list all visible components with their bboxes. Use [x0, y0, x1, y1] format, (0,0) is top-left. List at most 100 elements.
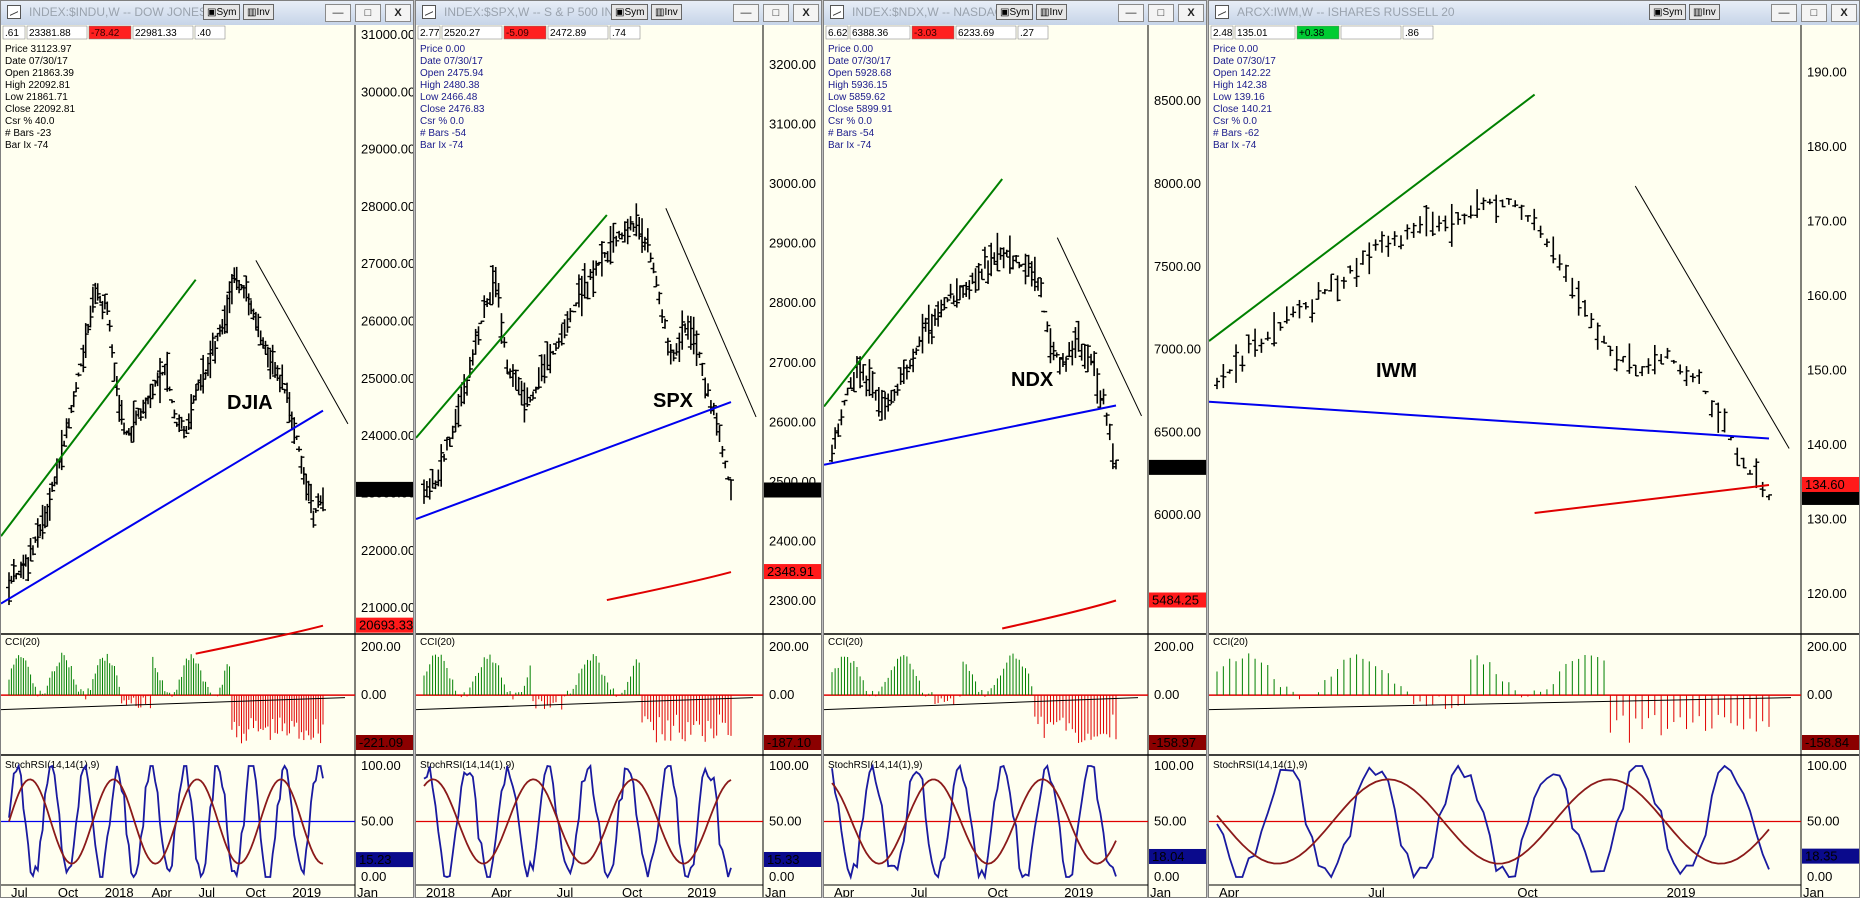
chart-svg-ndx: 6.62 6388.36 -3.03 6233.69 .27 Price 0.00Date…	[824, 25, 1206, 898]
stochrsi-d-line	[831, 778, 1117, 865]
price-bar	[25, 557, 32, 582]
price-bar	[1050, 341, 1057, 361]
price-bar	[262, 340, 269, 355]
restore-button[interactable]: □	[355, 4, 381, 22]
sym-button[interactable]: ▣Sym	[203, 4, 241, 20]
stoch-tick: 50.00	[1807, 814, 1840, 829]
price-bars	[829, 232, 1119, 470]
info-line: # Bars -62	[1213, 128, 1260, 139]
chart-window-spx[interactable]: INDEX:$SPX,W -- S & P 500 INDEX ▣Sym ▥Inv —…	[415, 0, 822, 898]
info-line: Date 07/30/17	[828, 56, 891, 67]
price-bar	[495, 283, 502, 308]
ma-price-tag: 134.60	[1805, 477, 1845, 492]
price-bar	[944, 297, 951, 303]
stochrsi-k-line	[8, 763, 324, 879]
price-bar	[1309, 299, 1316, 323]
x-tick-label: Jul	[198, 885, 215, 898]
info-line: Bar Ix -74	[420, 140, 464, 151]
price-bar	[1366, 242, 1373, 275]
price-bar	[1696, 369, 1703, 384]
info-line: Csr % 0.0	[828, 116, 872, 127]
price-bar	[1385, 235, 1392, 257]
stochrsi-title: StochRSI(14,14(1),9)	[828, 760, 923, 771]
price-bar	[1556, 254, 1563, 271]
info-line: Csr % 40.0	[5, 116, 55, 127]
sym-button[interactable]: ▣Sym	[611, 4, 649, 20]
minimize-button[interactable]: —	[733, 4, 759, 22]
inv-button[interactable]: ▥Inv	[651, 4, 682, 20]
price-bar	[441, 454, 448, 462]
chart-window-iwm[interactable]: ARCX:IWM,W -- ISHARES RUSSELL 20 ▣Sym ▥Inv…	[1208, 0, 1860, 898]
restore-button[interactable]: □	[1148, 4, 1174, 22]
price-bar	[841, 399, 848, 406]
close-button[interactable]: X	[793, 4, 819, 22]
inv-button[interactable]: ▥Inv	[1689, 4, 1720, 20]
cci-title: CCI(20)	[420, 637, 455, 648]
x-tick-label: Apr	[834, 885, 855, 898]
price-bar	[1321, 289, 1328, 295]
inv-button[interactable]: ▥Inv	[243, 4, 274, 20]
price-bar	[1499, 199, 1506, 208]
price-bar	[149, 383, 156, 399]
price-bar	[438, 444, 445, 487]
title-bar[interactable]: ARCX:IWM,W -- ISHARES RUSSELL 20 ▣Sym ▥Inv…	[1209, 1, 1859, 26]
x-tick-label: Oct	[988, 885, 1009, 898]
restore-button[interactable]: □	[763, 4, 789, 22]
minimize-button[interactable]: —	[1118, 4, 1144, 22]
price-bar	[928, 313, 935, 345]
y-tick-label: 28000.00	[361, 199, 413, 214]
header-left: 2.48	[1213, 28, 1233, 39]
price-bar	[1041, 310, 1048, 313]
close-button[interactable]: X	[1178, 4, 1204, 22]
price-bar	[1334, 275, 1341, 302]
price-bar	[1594, 322, 1601, 350]
price-bar	[1689, 373, 1696, 383]
cci-title: CCI(20)	[1213, 637, 1248, 648]
info-line: Close 2476.83	[420, 104, 485, 115]
price-bar	[464, 379, 471, 396]
price-bar	[1601, 335, 1608, 344]
moving-average-line	[1001, 599, 1117, 630]
plot-background	[824, 25, 1206, 897]
info-line: Low 21861.71	[5, 92, 68, 103]
close-button[interactable]: X	[385, 4, 411, 22]
price-bar	[570, 310, 577, 313]
price-bar	[501, 337, 508, 348]
sym-button[interactable]: ▣Sym	[1649, 4, 1687, 20]
price-bar	[1569, 277, 1576, 299]
price-bar	[900, 359, 907, 384]
price-bar	[860, 364, 867, 381]
stoch-tick: 100.00	[1154, 758, 1194, 773]
price-bar	[1645, 358, 1652, 374]
info-line: Open 21863.39	[5, 68, 74, 79]
price-bar	[624, 218, 631, 245]
price-bar	[719, 445, 726, 458]
stochrsi-k-line	[1216, 764, 1770, 880]
sym-button[interactable]: ▣Sym	[996, 4, 1034, 20]
close-button[interactable]: X	[1831, 4, 1857, 22]
header-change: -5.09	[506, 28, 529, 39]
price-bar	[1277, 322, 1284, 331]
minimize-button[interactable]: —	[1771, 4, 1797, 22]
cci-histogram	[8, 652, 324, 744]
title-bar[interactable]: INDEX:$SPX,W -- S & P 500 INDEX ▣Sym ▥Inv —…	[416, 1, 821, 26]
quote-header: 6.62 6388.36 -3.03 6233.69 .27	[825, 25, 1049, 40]
y-tick-label: 2300.00	[769, 593, 816, 608]
x-tick-label: 2019	[1064, 885, 1093, 898]
stochrsi-title: StochRSI(14,14(1),9)	[1213, 760, 1308, 771]
chart-window-djia[interactable]: INDEX:$INDU,W -- DOW JONES INDUSTRIALS▣S…	[0, 0, 414, 898]
minimize-button[interactable]: —	[325, 4, 351, 22]
price-bar	[941, 297, 948, 310]
title-bar[interactable]: INDEX:$NDX,W -- NASDAQ 100 INDEX▣Sym▥Inv…	[824, 1, 1206, 26]
stoch-value-bg	[356, 852, 413, 868]
restore-button[interactable]: □	[1801, 4, 1827, 22]
trendline-blue	[824, 404, 1117, 466]
chart-window-ndx[interactable]: INDEX:$NDX,W -- NASDAQ 100 INDEX▣Sym▥Inv…	[823, 0, 1207, 898]
trendline-black	[665, 208, 757, 418]
inv-button[interactable]: ▥Inv	[1036, 4, 1067, 20]
price-bar	[1467, 205, 1474, 219]
price-bar	[65, 418, 72, 429]
title-bar[interactable]: INDEX:$INDU,W -- DOW JONES INDUSTRIALS▣S…	[1, 1, 413, 26]
